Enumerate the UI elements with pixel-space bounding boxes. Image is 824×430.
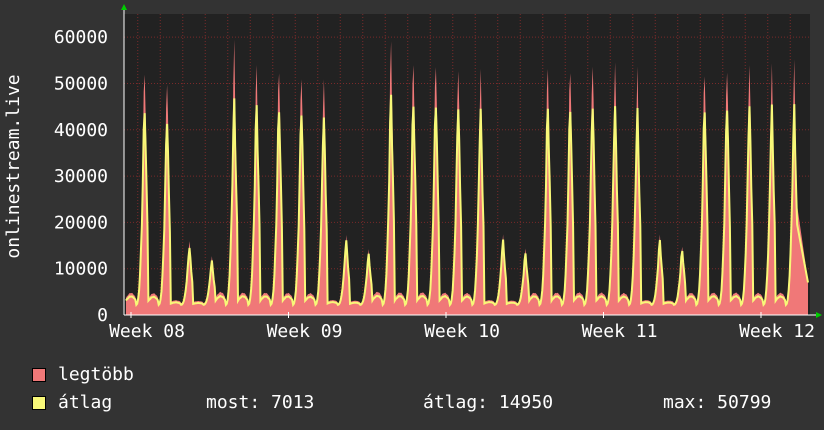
y-tick-label: 30000 [54, 166, 108, 187]
x-axis-arrow [816, 312, 822, 318]
series-avg-line [125, 94, 809, 308]
y-axis-arrow [121, 4, 127, 10]
y-tick-label: 50000 [54, 73, 108, 94]
y-tick-label: 40000 [54, 120, 108, 141]
x-tick-label: Week 08 [109, 321, 185, 342]
y-tick-label: 20000 [54, 212, 108, 233]
x-tick-label: Week 10 [424, 321, 500, 342]
x-tick-label: Week 09 [267, 321, 343, 342]
y-tick-label: 10000 [54, 259, 108, 280]
y-tick-label: 60000 [54, 27, 108, 48]
x-tick-label: Week 12 [739, 321, 815, 342]
x-tick-label: Week 11 [582, 321, 658, 342]
y-tick-label: 0 [97, 305, 108, 326]
y-axis-label: onlinestream.live [3, 74, 24, 258]
